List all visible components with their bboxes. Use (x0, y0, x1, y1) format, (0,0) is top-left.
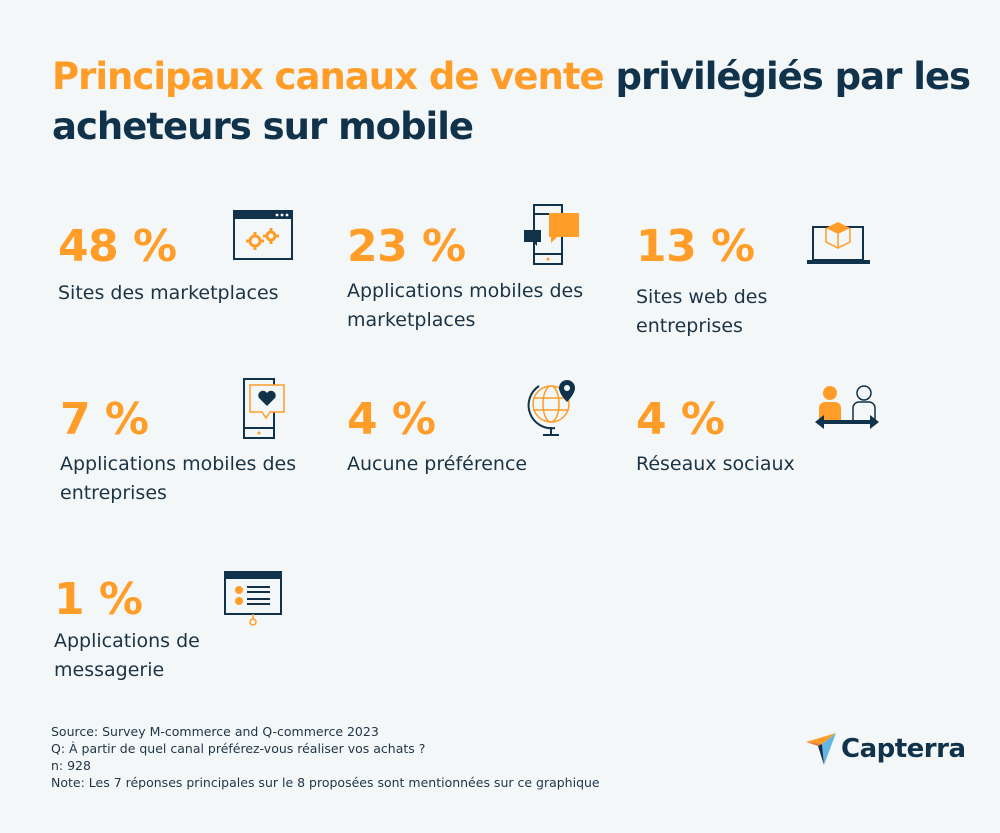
capterra-wordmark: Capterra (841, 734, 966, 764)
checklist-board-icon (224, 571, 282, 626)
stat-label: Réseaux sociaux (636, 453, 795, 475)
stat-label: Applications mobiles des marketplaces (347, 280, 584, 331)
stat-label: Sites des marketplaces (58, 282, 279, 304)
phone-heart-icon (243, 378, 285, 439)
stat-value: 4 % (347, 394, 436, 445)
stat-item: 4 % Aucune préférence (347, 380, 617, 485)
stat-label: Applications de messagerie (54, 630, 200, 681)
stat-value: 4 % (636, 394, 725, 445)
stat-value: 23 % (347, 221, 466, 272)
stat-value: 13 % (636, 221, 755, 272)
stat-value: 7 % (60, 394, 149, 445)
stat-value: 1 % (54, 574, 143, 625)
stat-item: 23 % Applications mobiles des marketplac… (347, 204, 617, 332)
sample-size-text: n: 928 (51, 758, 91, 773)
stat-label: Aucune préférence (347, 453, 528, 475)
capterra-logo: Capterra (805, 732, 966, 766)
stat-item: 1 % Applications de messagerie (54, 571, 324, 685)
globe-pin-icon (527, 380, 575, 436)
stat-item: 13 % Sites web des entreprises (636, 221, 906, 337)
stat-label: Sites web des entreprises (636, 286, 768, 337)
stat-label: Applications mobiles des entreprises (60, 453, 297, 504)
title-rest: privilégiés par les acheteurs sur mobile (52, 55, 971, 148)
browser-gears-icon (233, 210, 293, 260)
title-highlight: Principaux canaux de vente (52, 55, 605, 98)
stat-item: 7 % Applications mobiles des entreprises (60, 378, 330, 505)
stat-value: 48 % (58, 221, 177, 272)
footer-notes: Source: Survey M-commerce and Q-commerce… (51, 723, 600, 791)
note-text: Note: Les 7 réponses principales sur le … (51, 775, 600, 790)
stat-item: 48 % Sites des marketplaces (58, 210, 328, 312)
source-text: Source: Survey M-commerce and Q-commerce… (51, 724, 379, 739)
page-title: Principaux canaux de vente privilégiés p… (52, 52, 972, 152)
stat-item: 4 % Réseaux sociaux (636, 385, 906, 485)
people-exchange-icon (815, 385, 879, 429)
phone-chat-icon (524, 204, 579, 265)
laptop-box-icon (807, 222, 870, 264)
question-text: Q: À partir de quel canal préférez-vous … (51, 741, 426, 756)
capterra-arrow-icon (806, 733, 836, 765)
